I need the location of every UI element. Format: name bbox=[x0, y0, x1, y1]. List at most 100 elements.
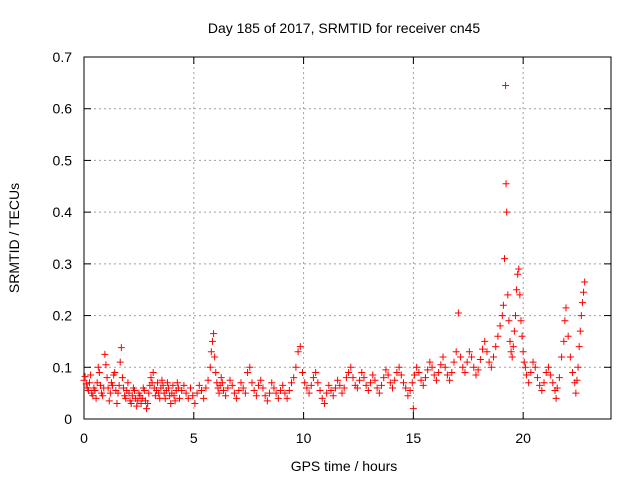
data-point bbox=[114, 389, 122, 397]
data-point bbox=[529, 358, 537, 366]
data-point bbox=[195, 381, 203, 389]
data-point bbox=[384, 371, 392, 379]
data-point bbox=[92, 394, 100, 402]
data-point bbox=[553, 384, 561, 392]
data-point bbox=[380, 374, 388, 382]
data-point bbox=[459, 363, 467, 371]
data-point bbox=[479, 345, 487, 353]
x-tick-label: 0 bbox=[80, 430, 88, 446]
data-point bbox=[252, 392, 260, 400]
data-point bbox=[204, 376, 212, 384]
data-point bbox=[239, 384, 247, 392]
data-point bbox=[538, 387, 546, 395]
data-point bbox=[505, 317, 513, 325]
data-point bbox=[316, 387, 324, 395]
data-point bbox=[147, 374, 155, 382]
data-point bbox=[334, 376, 342, 384]
plot-area-frame bbox=[83, 56, 612, 420]
data-point bbox=[329, 392, 337, 400]
data-point bbox=[472, 371, 480, 379]
data-point bbox=[393, 368, 401, 376]
y-tick-label: 0.5 bbox=[53, 152, 73, 168]
data-point bbox=[167, 399, 175, 407]
data-point bbox=[573, 376, 581, 384]
data-point bbox=[540, 379, 548, 387]
data-point bbox=[294, 348, 302, 356]
data-point bbox=[555, 374, 563, 382]
data-point bbox=[122, 394, 130, 402]
data-point bbox=[158, 376, 166, 384]
data-point bbox=[419, 381, 427, 389]
data-point bbox=[496, 322, 504, 330]
axis-tick-labels: 0 0.1 0.2 0.3 0.4 0.5 0.6 0.7 0 5 10 15 20 bbox=[53, 49, 532, 446]
data-point bbox=[549, 379, 557, 387]
data-point bbox=[327, 387, 335, 395]
data-point bbox=[430, 371, 438, 379]
data-point bbox=[307, 381, 315, 389]
data-point bbox=[457, 353, 465, 361]
data-point bbox=[406, 387, 414, 395]
data-point bbox=[193, 389, 201, 397]
data-points bbox=[80, 81, 589, 413]
data-point bbox=[518, 332, 526, 340]
data-point bbox=[257, 376, 265, 384]
data-point bbox=[219, 387, 227, 395]
data-point bbox=[163, 379, 171, 387]
data-point bbox=[241, 389, 249, 397]
data-point bbox=[85, 379, 93, 387]
data-point bbox=[514, 270, 522, 278]
data-point bbox=[521, 363, 529, 371]
data-point bbox=[454, 309, 462, 317]
data-point bbox=[362, 381, 370, 389]
data-point bbox=[137, 399, 145, 407]
data-point bbox=[312, 368, 320, 376]
data-point bbox=[576, 327, 584, 335]
data-point bbox=[498, 312, 506, 320]
x-tick-label: 15 bbox=[406, 430, 422, 446]
data-point bbox=[80, 376, 88, 384]
data-point bbox=[320, 399, 328, 407]
data-point bbox=[481, 337, 489, 345]
data-point bbox=[207, 348, 215, 356]
data-point bbox=[364, 387, 372, 395]
data-point bbox=[574, 363, 582, 371]
data-point bbox=[133, 402, 141, 410]
data-point bbox=[170, 392, 178, 400]
data-point bbox=[314, 379, 322, 387]
data-point bbox=[527, 368, 535, 376]
data-point bbox=[215, 389, 223, 397]
y-tick-label: 0.3 bbox=[53, 256, 73, 272]
data-point bbox=[285, 387, 293, 395]
data-point bbox=[502, 81, 510, 89]
data-point bbox=[531, 363, 539, 371]
data-point bbox=[94, 363, 102, 371]
data-point bbox=[564, 332, 572, 340]
data-point bbox=[426, 358, 434, 366]
data-point bbox=[105, 397, 113, 405]
data-point bbox=[189, 392, 197, 400]
data-point bbox=[382, 366, 390, 374]
data-point bbox=[145, 389, 153, 397]
data-point bbox=[144, 399, 152, 407]
data-point bbox=[536, 381, 544, 389]
data-point bbox=[226, 376, 234, 384]
data-point bbox=[173, 379, 181, 387]
data-point bbox=[345, 368, 353, 376]
y-tick-label: 0.4 bbox=[53, 204, 73, 220]
data-point bbox=[577, 312, 585, 320]
data-point bbox=[104, 384, 112, 392]
data-point bbox=[288, 379, 296, 387]
data-point bbox=[503, 208, 511, 216]
data-point bbox=[292, 363, 300, 371]
data-point bbox=[353, 384, 361, 392]
data-point bbox=[371, 376, 379, 384]
data-point bbox=[298, 368, 306, 376]
data-point bbox=[230, 389, 238, 397]
data-point bbox=[116, 358, 124, 366]
data-point bbox=[325, 381, 333, 389]
data-point bbox=[474, 366, 482, 374]
data-point bbox=[248, 379, 256, 387]
data-point bbox=[154, 379, 162, 387]
data-point bbox=[202, 384, 210, 392]
